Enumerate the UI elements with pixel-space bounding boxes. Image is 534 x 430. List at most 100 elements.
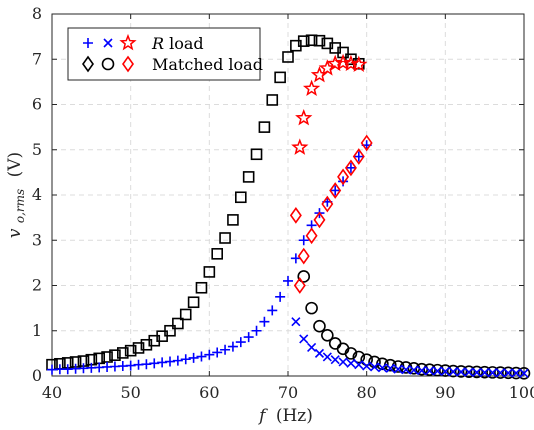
data-point-plus (180, 354, 191, 365)
data-point-square (195, 281, 208, 294)
data-point-circle (486, 366, 499, 379)
data-point-diamond (321, 195, 334, 213)
data-point-x (346, 358, 356, 368)
x-tick-label: 60 (199, 383, 219, 402)
data-point-plus (196, 351, 207, 362)
data-point-plus (212, 347, 223, 358)
y-tick-label: 6 (32, 95, 42, 114)
x-tick-label: 90 (435, 383, 455, 402)
data-point-square (109, 349, 121, 361)
data-point-square (124, 344, 137, 357)
data-point-diamond (352, 148, 365, 165)
data-point-circle (494, 366, 507, 379)
data-point-square (140, 338, 153, 351)
data-point-square (211, 248, 223, 260)
data-point-square (305, 34, 318, 47)
y-tick-label: 8 (32, 4, 42, 23)
x-tick-label: 70 (278, 383, 298, 402)
data-point-plus (141, 359, 152, 370)
data-series (46, 34, 531, 380)
data-point-star (295, 108, 313, 126)
data-point-square (117, 347, 129, 359)
data-point-x (330, 355, 340, 365)
data-point-x (393, 364, 403, 374)
data-point-star (326, 54, 344, 72)
data-point-square (172, 317, 184, 330)
y-tick-label: 0 (32, 366, 42, 385)
legend-marker-diamond (82, 55, 94, 73)
legend-markers (82, 33, 137, 73)
legend-entry-matched-load: Matched load (152, 55, 263, 74)
data-point-square (297, 35, 310, 47)
data-point-x (362, 361, 372, 371)
legend-entry-r-load: R load (151, 34, 204, 53)
legend-entry-r-text: load (164, 34, 204, 53)
data-point-square (282, 51, 294, 63)
data-point-diamond (305, 227, 318, 245)
x-axis-unit: (Hz) (276, 406, 313, 426)
data-point-plus (165, 356, 175, 367)
x-axis-label: f (Hz) (257, 406, 313, 426)
data-point-square (227, 214, 239, 226)
data-point-square (258, 121, 271, 133)
data-point-plus (125, 360, 136, 371)
data-point-x (464, 367, 474, 377)
data-point-diamond (313, 211, 326, 229)
data-point-plus (345, 162, 356, 173)
y-tick-label: 3 (32, 230, 42, 249)
data-point-plus (227, 341, 238, 352)
data-point-circle (462, 365, 476, 379)
x-tick-label: 100 (509, 383, 534, 402)
data-point-x (299, 334, 309, 344)
legend-marker-star (119, 33, 137, 51)
data-point-star (291, 138, 309, 155)
data-point-star (302, 79, 321, 97)
data-point-circle (328, 337, 342, 350)
data-point-plus (283, 275, 293, 286)
data-point-x (401, 365, 411, 375)
y-axis-label: v o,rms (V) (5, 152, 29, 238)
legend-marker-diamond (122, 55, 134, 73)
data-point-square (313, 34, 326, 47)
data-point-circle (439, 364, 452, 377)
data-point-diamond (297, 247, 310, 265)
data-point-square (164, 324, 176, 337)
y-tick-label: 5 (32, 140, 42, 159)
data-point-circle (297, 270, 311, 283)
data-point-plus (353, 151, 364, 162)
data-point-x (291, 317, 301, 327)
legend-box (67, 27, 261, 81)
y-axis-variable: v (5, 228, 25, 238)
data-point-square (266, 94, 279, 106)
series-square (46, 34, 365, 371)
data-point-plus (149, 358, 160, 369)
data-point-x (487, 368, 498, 378)
data-point-x (369, 362, 380, 372)
data-point-diamond (293, 277, 306, 294)
data-point-x (322, 352, 332, 362)
legend: R load Matched load (67, 27, 263, 81)
data-point-star (350, 55, 368, 73)
y-tick-label: 2 (32, 276, 42, 295)
data-point-circle (321, 328, 334, 342)
data-point-plus (251, 325, 262, 336)
data-point-square (219, 232, 231, 244)
data-point-plus (259, 316, 270, 327)
data-point-square (187, 296, 200, 309)
data-point-plus (267, 305, 278, 316)
data-point-plus (204, 349, 215, 360)
data-point-diamond (329, 182, 342, 199)
legend-marker-circle (101, 57, 115, 71)
data-point-plus (220, 344, 231, 355)
data-point-x (503, 368, 513, 378)
series-circle (297, 270, 531, 380)
legend-entry-r-variable: R (151, 34, 164, 53)
data-point-x (409, 365, 419, 375)
y-tick-label: 1 (32, 321, 42, 340)
data-point-diamond (344, 159, 357, 177)
data-point-circle (352, 350, 366, 364)
data-point-circle (517, 366, 531, 380)
y-tick-label: 7 (32, 49, 42, 68)
y-axis-subscript: o,rms (13, 189, 27, 223)
